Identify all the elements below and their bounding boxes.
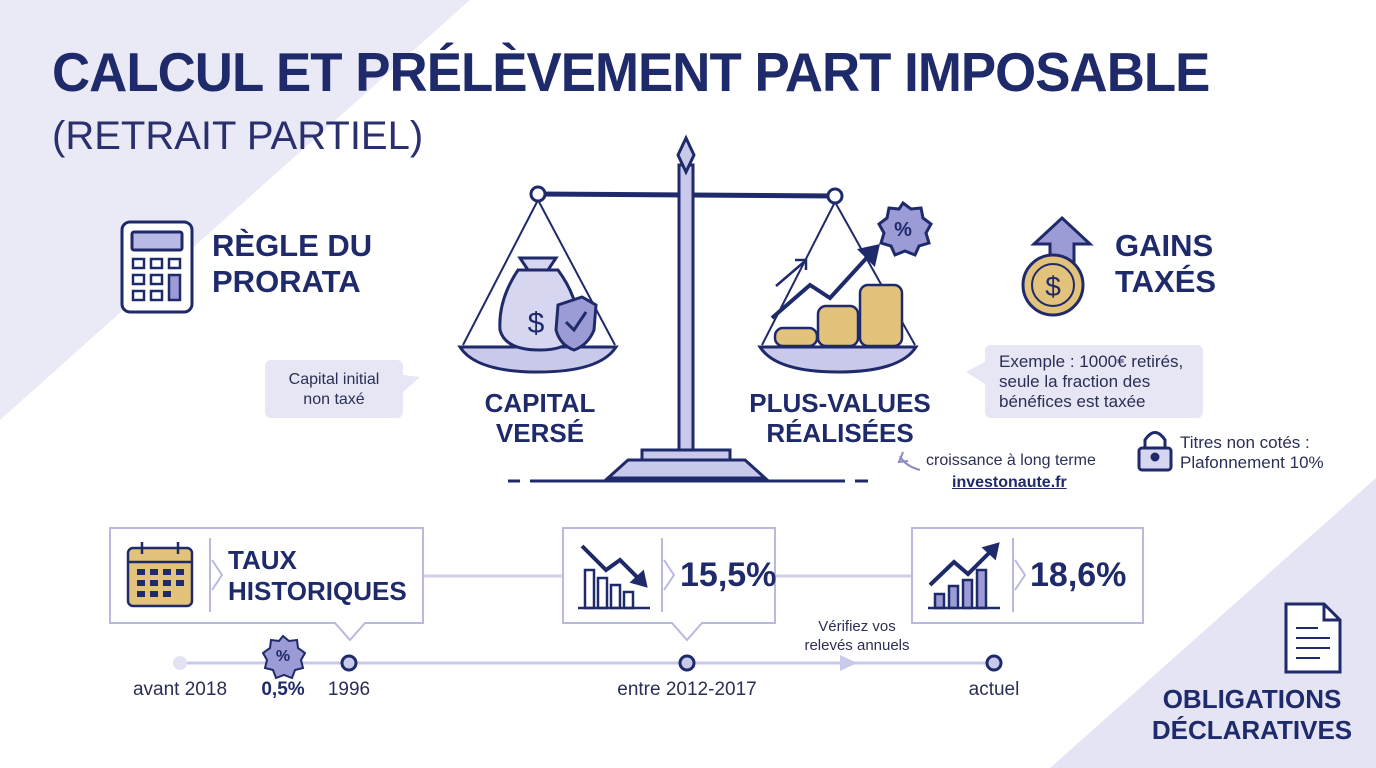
label-line: PLUS-VALUES [749,388,931,418]
prorata-note: Capital initial non taxé [265,370,403,410]
rates-heading: TAUX HISTORIQUES [228,545,407,607]
label-line: RÉALISÉES [766,418,914,448]
heading-line: PRORATA [212,264,361,299]
note-line: relevés annuels [804,637,910,654]
gains-cap: Titres non cotés : Plafonnement 10% [1180,433,1324,473]
svg-text:%: % [276,648,290,665]
example-line: Exemple : 1000€ retirés, [999,352,1184,371]
heading-line: GAINS [1115,228,1214,263]
timeline-badge: 0,5% [261,679,305,700]
heading-line: OBLIGATIONS [1162,684,1342,714]
svg-text:$: $ [1045,271,1061,302]
timeline-label: avant 2018 [132,679,228,700]
heading-line: HISTORIQUES [228,576,407,606]
timeline-label: entre 2012-2017 [617,679,757,700]
source-link[interactable]: investonaute.fr [952,474,1067,491]
timeline-label: 1996 [327,679,371,700]
gains-example: Exemple : 1000€ retirés, seule la fracti… [999,352,1183,412]
svg-text:$: $ [528,307,545,340]
note-line: Capital initial [288,371,380,388]
label-line: CAPITAL [484,388,596,418]
heading-line: TAUX [228,545,297,575]
cap-line: Titres non cotés : [1180,433,1310,452]
example-line: seule la fraction des [999,372,1151,391]
svg-text:%: % [894,219,912,241]
balance-right: PLUS-VALUES RÉALISÉES [730,388,950,448]
heading-line: RÈGLE DU [212,228,373,263]
heading-line: DÉCLARATIVES [1151,715,1353,745]
title: CALCUL ET PRÉLÈVEMENT PART IMPOSABLE [52,41,1210,103]
cap-line: Plafonnement 10% [1180,453,1324,472]
note-line: non taxé [303,391,365,408]
timeline-label: actuel [968,679,1020,700]
rate-box: 15,5% [680,556,777,594]
subtitle: (RETRAIT PARTIEL) [52,114,424,158]
source-caption: croissance à long terme [926,452,1096,469]
example-line: bénéfices est taxée [999,392,1146,411]
rate-box: 18,6% [1030,556,1127,594]
note-line: Vérifiez vos [818,618,896,635]
balance-left: CAPITAL VERSÉ [440,388,640,448]
label-line: VERSÉ [495,418,585,448]
heading-line: TAXÉS [1115,264,1217,299]
declarations: OBLIGATIONS DÉCLARATIVES [1140,684,1364,746]
gains-heading: GAINS TAXÉS [1115,228,1216,300]
prorata-heading: RÈGLE DU PRORATA [212,228,372,300]
rates-note: Vérifiez vos relevés annuels [777,617,937,655]
